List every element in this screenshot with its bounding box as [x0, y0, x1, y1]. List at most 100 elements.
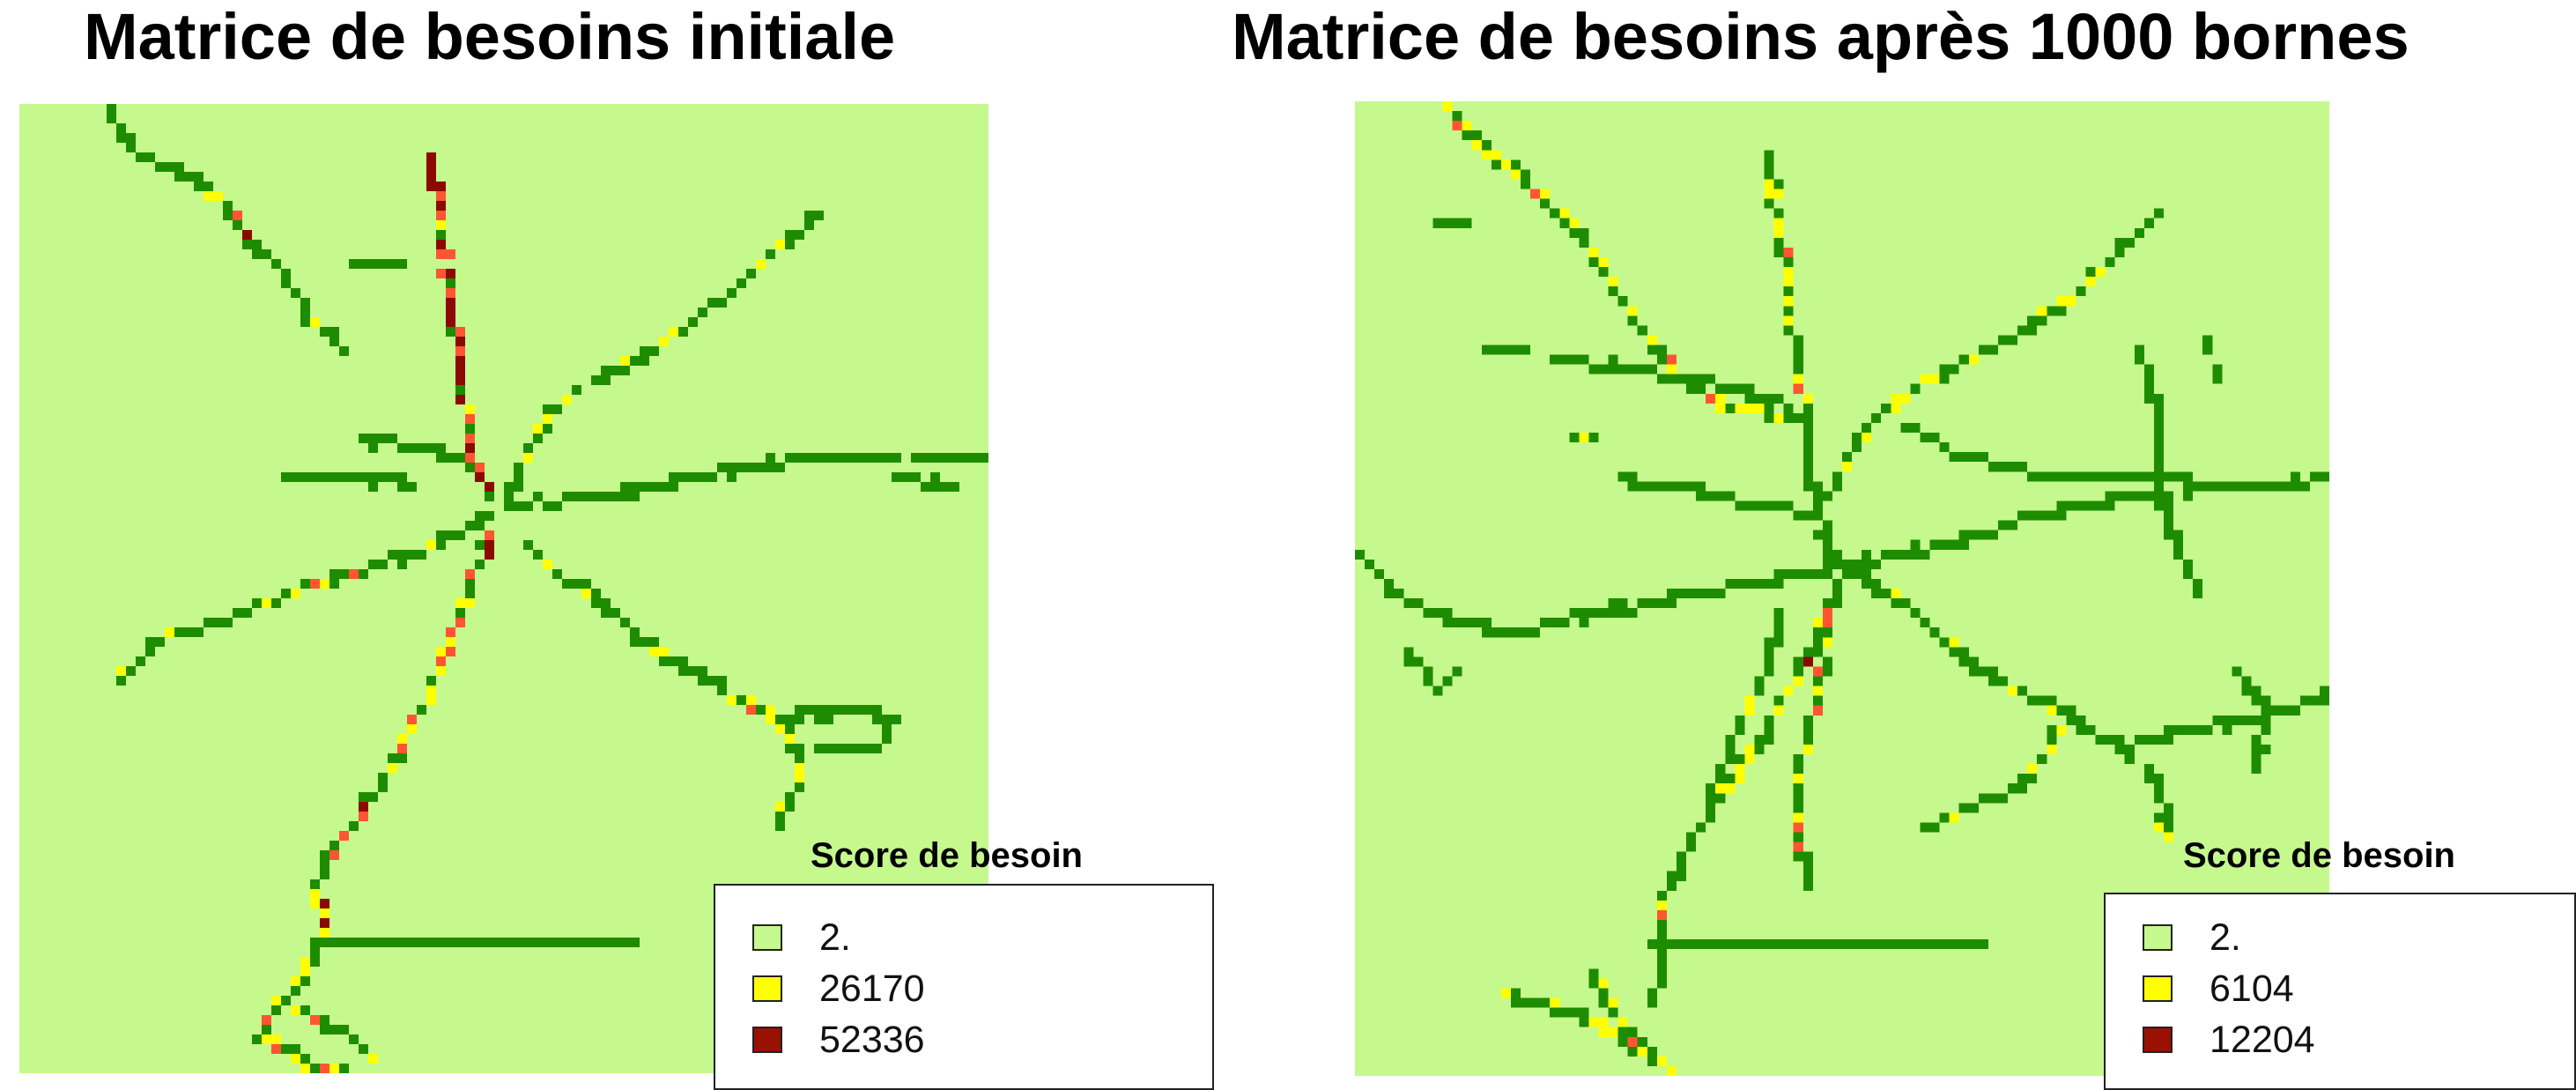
road-cell: [1579, 608, 1589, 619]
road-cell: [2153, 734, 2164, 745]
road-cell: [465, 404, 475, 414]
road-cell: [717, 298, 727, 308]
road-cell: [727, 463, 737, 472]
road-cell: [1510, 169, 1521, 180]
road-cell: [1725, 403, 1736, 413]
road-cell: [1929, 822, 1940, 833]
road-cell: [329, 569, 339, 579]
road-cell: [1783, 403, 1794, 413]
road-cell: [1958, 354, 1969, 365]
road-cell: [669, 327, 678, 337]
road-cell: [2114, 237, 2125, 248]
road-cell: [2153, 393, 2164, 404]
road-cell: [804, 705, 814, 715]
road-cell: [1968, 452, 1979, 463]
road-cell: [2114, 247, 2125, 257]
road-cell: [1579, 1007, 1589, 1018]
road-cell: [388, 938, 397, 947]
road-cell: [271, 996, 281, 1005]
road-cell: [814, 715, 824, 724]
road-cell: [1783, 306, 1794, 316]
road-cell: [378, 259, 388, 269]
road-cell: [2027, 764, 2038, 775]
road-cell: [368, 792, 378, 802]
road-cell: [775, 802, 785, 812]
road-cell: [368, 472, 378, 482]
road-cell: [1598, 988, 1609, 998]
road-cell: [1579, 227, 1589, 238]
road-cell: [1384, 578, 1395, 589]
road-cell: [1588, 1017, 1599, 1027]
road-cell: [775, 715, 785, 724]
road-cell: [1588, 608, 1599, 619]
road-cell: [2202, 481, 2213, 492]
road-cell: [630, 482, 640, 492]
road-cell: [630, 356, 640, 366]
road-cell: [1802, 433, 1813, 443]
road-cell: [368, 1054, 378, 1064]
road-cell: [1812, 939, 1823, 950]
road-cell: [2153, 422, 2164, 434]
road-cell: [1773, 578, 1784, 589]
road-cell: [1939, 637, 1950, 648]
road-cell: [1706, 793, 1716, 804]
road-cell: [2202, 724, 2213, 735]
road-cell: [552, 404, 562, 414]
road-cell: [1910, 422, 1921, 434]
road-cell: [436, 230, 446, 240]
road-cell: [1656, 890, 1667, 901]
road-cell: [2008, 335, 2018, 345]
road-cell: [145, 152, 155, 162]
road-cell: [1666, 374, 1677, 384]
road-cell: [2241, 676, 2252, 686]
road-cell: [698, 666, 707, 676]
road-cell: [2066, 296, 2076, 307]
road-cell: [1510, 988, 1521, 998]
road-cell: [136, 656, 145, 666]
road-cell: [455, 385, 465, 395]
road-cell: [1793, 345, 1803, 355]
road-cell: [746, 695, 756, 705]
road-cell: [1764, 666, 1774, 677]
road-cell: [1958, 452, 1969, 463]
road-cell: [543, 938, 552, 947]
road-cell: [1706, 393, 1716, 404]
road-cell: [1910, 939, 1921, 950]
road-cell: [1452, 218, 1462, 228]
road-cell: [126, 133, 136, 143]
road-cell: [591, 492, 601, 501]
road-cell: [426, 182, 436, 191]
road-cell: [1997, 462, 2009, 472]
road-cell: [1627, 608, 1638, 619]
road-cell: [2095, 501, 2106, 511]
road-cell: [194, 182, 204, 191]
road-cell: [262, 1015, 271, 1025]
road-cell: [1559, 208, 1570, 219]
road-cell: [1656, 345, 1667, 355]
road-cell: [1617, 608, 1628, 619]
road-cell: [446, 938, 455, 947]
road-cell: [1822, 568, 1832, 579]
road-cell: [1949, 539, 1959, 550]
road-cell: [1832, 578, 1842, 589]
road-cell: [417, 705, 426, 715]
road-cell: [252, 1034, 262, 1044]
road-cell: [1802, 471, 1813, 482]
road-cell: [291, 288, 300, 298]
road-cell: [378, 782, 388, 792]
road-cell: [368, 560, 378, 569]
road-cell: [378, 472, 388, 482]
road-cell: [1656, 598, 1667, 609]
road-cell: [436, 453, 446, 463]
road-cell: [397, 259, 407, 269]
road-cell: [417, 938, 426, 947]
road-cell: [2134, 491, 2144, 501]
road-cell: [1871, 939, 1882, 950]
road-cell: [475, 540, 485, 550]
road-cell: [1676, 374, 1687, 384]
road-cell: [1656, 949, 1667, 960]
road-cell: [756, 463, 766, 472]
road-cell: [2222, 481, 2232, 492]
road-cell: [126, 666, 136, 676]
road-cell: [1706, 491, 1716, 501]
